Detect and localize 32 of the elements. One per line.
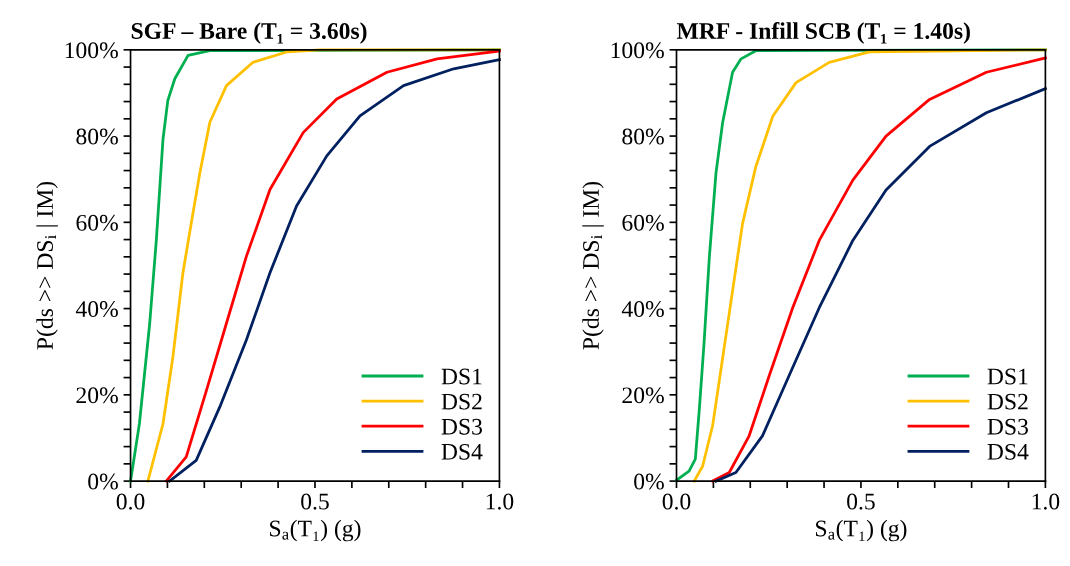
chart-title: SGF – Bare (T₁ = 3.60s) (131, 22, 367, 44)
chart-title: MRF - Infill SCB (T₁ = 1.40s) (676, 22, 970, 44)
x-tick-label: 0.0 (116, 493, 145, 510)
x-tick-label: 0.5 (847, 493, 875, 510)
legend-label: DS2 (987, 393, 1028, 410)
legend-label: DS3 (987, 418, 1028, 435)
y-axis-title: P(ds >> DS$_{i}$ | IM) (36, 181, 58, 350)
y-tick-label: 20% (622, 387, 664, 404)
y-tick-label: 80% (622, 128, 664, 145)
x-tick-label: 0.5 (301, 493, 329, 510)
x-tick-label: 1.0 (486, 493, 514, 510)
legend-label: DS1 (441, 368, 482, 385)
y-tick-label: 60% (622, 214, 664, 231)
x-tick-label: 1.0 (1032, 493, 1060, 510)
x-tick-label: 0.0 (662, 493, 691, 510)
y-tick-label: 0% (88, 473, 118, 490)
y-tick-label: 80% (76, 128, 118, 145)
x-axis-title: S$_{a}$(T₁) (g) (270, 519, 361, 542)
legend-label: DS4 (987, 443, 1029, 460)
legend-label: DS2 (441, 393, 482, 410)
legend-label: DS1 (987, 368, 1028, 385)
legend-label: DS3 (441, 418, 482, 435)
x-axis-title: S$_{a}$(T₁) (g) (816, 519, 907, 542)
y-tick-label: 60% (76, 214, 118, 231)
legend-label: DS4 (441, 443, 483, 460)
y-tick-label: 100% (65, 42, 118, 59)
y-tick-label: 20% (76, 387, 118, 404)
y-tick-label: 40% (621, 301, 664, 318)
y-tick-label: 100% (611, 42, 664, 59)
y-axis-title: P(ds >> DS$_{i}$ | IM) (582, 181, 604, 350)
y-tick-label: 40% (75, 301, 118, 318)
y-tick-label: 0% (634, 473, 664, 490)
